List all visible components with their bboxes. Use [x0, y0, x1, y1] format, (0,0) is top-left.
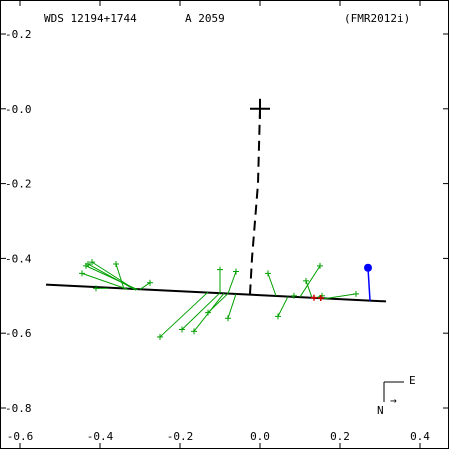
observation-point [317, 262, 323, 269]
header-discoverer: A 2059 [185, 12, 225, 25]
observation-point [225, 315, 231, 322]
primary-star [250, 98, 270, 119]
observation-point [217, 266, 223, 273]
y-tick-label: -0.8 [5, 402, 32, 415]
residual-line [81, 272, 129, 290]
orbit-line [45, 283, 387, 303]
y-tick-label: -0.2 [5, 28, 32, 41]
observation-point [179, 326, 185, 333]
observation-residuals [81, 261, 371, 338]
axis-tick-labels: -0.6 -0.4 -0.2 0.0 0.2 0.4 -0.2 -0.0 -0.2 -0.4 -0.… [5, 28, 430, 443]
residual-line [305, 280, 313, 298]
header-reference: (FMR2012i) [344, 12, 410, 25]
x-tick-label: -0.4 [87, 430, 114, 443]
observation-point [275, 313, 281, 320]
compass-east-label: E [409, 374, 416, 387]
residual-line [277, 296, 289, 317]
residual-line [85, 265, 139, 291]
observation-point [353, 290, 359, 297]
x-tick-label: 0.4 [410, 430, 430, 443]
observation-point [89, 259, 95, 266]
y-tick-label: -0.6 [5, 327, 32, 340]
node-line-dashed [249, 108, 261, 294]
observation-point [93, 285, 99, 292]
recent-observation-point [364, 263, 372, 272]
observation-point [291, 292, 297, 299]
y-tick-label: -0.4 [5, 252, 32, 265]
observation-point [303, 277, 309, 284]
compass-north-label: N [377, 404, 384, 417]
predicted-position [311, 294, 317, 301]
y-tick-label: -0.2 [5, 178, 32, 191]
x-tick-label: -0.2 [167, 430, 194, 443]
recent-residual-line [367, 267, 371, 301]
residual-line [159, 291, 209, 338]
node-line [249, 108, 261, 294]
x-tick-label: 0.2 [330, 430, 350, 443]
predicted-position [317, 295, 324, 302]
observation-point [233, 268, 239, 275]
observation-point [79, 270, 85, 277]
residual-line [227, 271, 237, 294]
header-wds-id: WDS 12194+1744 [44, 12, 137, 25]
residual-line [227, 293, 237, 319]
x-tick-label: 0.0 [250, 430, 270, 443]
observation-point [191, 328, 197, 335]
residual-line [323, 293, 357, 300]
orbit-fit-line [45, 283, 387, 303]
residual-line [207, 293, 229, 313]
observation-markers [79, 259, 372, 340]
compass: E N → [377, 374, 416, 417]
y-tick-label: -0.0 [5, 103, 32, 116]
residual-line [87, 263, 137, 291]
observation-point [205, 309, 211, 316]
observation-point [113, 261, 119, 268]
residual-line [139, 282, 151, 290]
residual-line [299, 265, 321, 298]
x-tick-label: -0.6 [7, 430, 34, 443]
residual-line [267, 273, 277, 296]
compass-direction-arrow: → [390, 394, 397, 407]
observation-point [83, 262, 89, 269]
observation-point [265, 270, 271, 277]
observation-point [157, 333, 163, 340]
residual-line [115, 263, 125, 290]
residual-line [181, 292, 221, 330]
observation-point [147, 279, 153, 286]
primary-star-marker [250, 98, 270, 119]
